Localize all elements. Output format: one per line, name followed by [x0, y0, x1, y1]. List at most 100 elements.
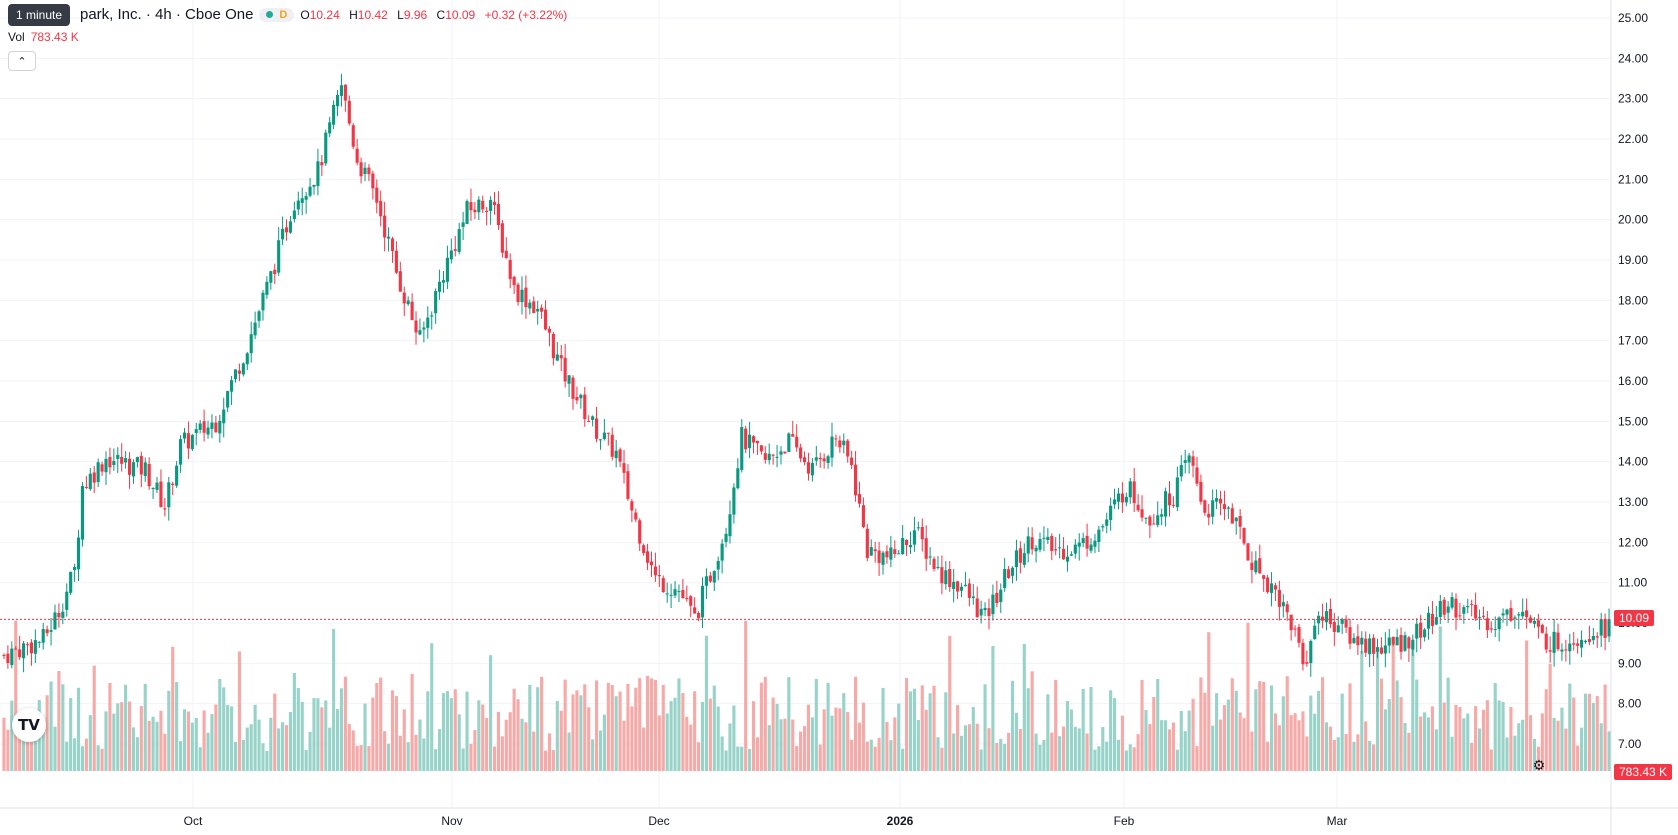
volume-bar — [245, 727, 249, 771]
volume-bar — [873, 746, 877, 771]
candle-body — [1509, 608, 1513, 621]
ohlc-values: O10.24 H10.42 L9.96 C10.09 +0.32 (+3.22%… — [300, 8, 573, 22]
candle-body — [1320, 616, 1325, 621]
candle-body — [1218, 498, 1223, 504]
volume-bar — [18, 719, 22, 771]
candle-body — [457, 229, 461, 252]
volume-bar — [1195, 746, 1199, 771]
volume-bar — [230, 706, 234, 771]
candle-body — [673, 589, 677, 596]
symbol-title[interactable]: park, Inc. · 4h · Cboe One — [80, 6, 254, 23]
candle-body — [469, 202, 473, 211]
volume-bar — [1501, 701, 1505, 771]
candle-body — [1332, 621, 1336, 632]
volume-bar — [940, 747, 944, 771]
candle-body — [418, 330, 422, 335]
time-tick-label: 2026 — [887, 814, 914, 828]
volume-bar — [441, 693, 446, 771]
candle-body — [536, 308, 540, 312]
candle-body — [995, 592, 999, 604]
volume-bar — [1587, 693, 1591, 771]
candle-body — [1548, 650, 1552, 652]
chart-grid — [0, 0, 1610, 808]
volume-bar — [398, 735, 402, 771]
tradingview-logo-icon[interactable]: TV — [12, 708, 46, 742]
candle-body — [1018, 548, 1022, 563]
volume-bar — [1018, 728, 1022, 771]
market-status-badge[interactable]: D — [259, 7, 295, 22]
volume-bar — [1105, 741, 1109, 771]
volume-bar — [991, 646, 995, 771]
volume-bar — [1509, 707, 1513, 771]
candle-body — [1379, 647, 1383, 654]
volume-bar — [732, 705, 736, 771]
candle-body — [524, 287, 528, 308]
candle-body — [61, 611, 65, 618]
volume-bar — [88, 715, 92, 771]
volume-bar — [292, 672, 296, 771]
candle-body — [198, 423, 202, 430]
candle-body — [292, 210, 296, 220]
volume-bar — [1364, 721, 1368, 771]
candle-body — [567, 375, 571, 384]
candle-body — [92, 472, 96, 483]
candle-body — [37, 641, 41, 643]
volume-bar — [1368, 740, 1372, 771]
volume-bar — [649, 678, 654, 771]
candle-body — [312, 185, 316, 187]
volume-bar — [1269, 685, 1274, 771]
candle-body — [1344, 619, 1348, 628]
candle-body — [579, 394, 583, 399]
volume-bar — [379, 677, 383, 771]
volume-bar — [712, 685, 716, 771]
volume-bar — [1034, 733, 1038, 771]
volume-bar — [1309, 695, 1313, 771]
price-tick-label: 16.00 — [1618, 374, 1648, 388]
volume-bar — [1289, 715, 1293, 771]
candle-body — [638, 520, 642, 544]
collapse-legend-button[interactable]: ⌃ — [8, 51, 36, 71]
volume-bar — [1336, 737, 1340, 771]
volume-bar — [277, 728, 281, 771]
candle-body — [1383, 645, 1387, 654]
volume-bar — [1007, 732, 1011, 771]
volume-bar — [410, 673, 414, 771]
candle-body — [351, 125, 355, 147]
candle-body — [324, 132, 328, 164]
candle-body — [1572, 643, 1576, 645]
volume-bar — [1266, 741, 1270, 771]
volume-bar — [124, 684, 128, 771]
volume-bar — [748, 748, 752, 771]
candle-body — [22, 643, 26, 659]
candle-body — [1477, 617, 1482, 619]
volume-bar — [324, 700, 328, 771]
volume-bar — [814, 678, 818, 771]
candle-body — [135, 457, 139, 463]
candle-body — [1140, 509, 1144, 518]
volume-bar — [1556, 720, 1560, 771]
volume-bar — [673, 697, 677, 771]
volume-bar — [638, 678, 642, 771]
candle-body — [779, 451, 783, 455]
candle-body — [905, 539, 909, 546]
volume-bar — [1305, 736, 1309, 771]
candle-body — [496, 203, 500, 226]
candle-body — [547, 328, 552, 333]
candle-body — [1305, 662, 1309, 664]
candle-body — [1607, 619, 1611, 637]
candle-body — [563, 357, 567, 382]
settings-gear-icon[interactable]: ⚙ — [1532, 757, 1546, 773]
volume-bar — [920, 685, 924, 771]
price-tick-label: 11.00 — [1618, 576, 1647, 590]
volume-bar — [237, 651, 241, 771]
volume-bar — [1218, 719, 1223, 771]
volume-bar — [642, 727, 646, 771]
volume-bar — [677, 678, 681, 771]
candle-body — [810, 462, 814, 476]
volume-bar — [41, 718, 45, 771]
candle-body — [1544, 633, 1548, 650]
volume-bar — [1077, 728, 1081, 771]
volume-bar — [139, 706, 143, 771]
candle-body — [1536, 620, 1540, 627]
